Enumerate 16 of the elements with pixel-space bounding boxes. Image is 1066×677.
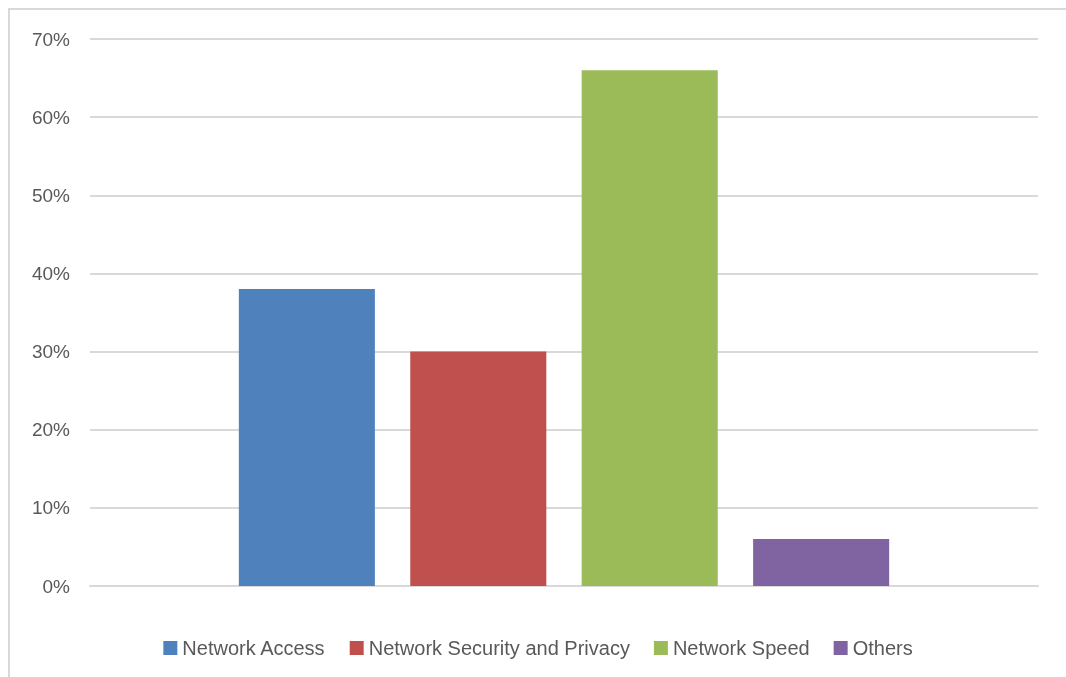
y-tick-label: 0% xyxy=(42,575,71,597)
y-tick-label: 30% xyxy=(31,341,71,363)
y-tick-label: 60% xyxy=(31,106,71,128)
legend-label: Others xyxy=(852,637,913,659)
bar xyxy=(753,539,890,586)
y-tick-label: 20% xyxy=(31,419,71,441)
bar xyxy=(410,351,547,586)
y-tick-label: 70% xyxy=(31,28,71,50)
legend-label: Network Speed xyxy=(672,637,810,659)
bar xyxy=(238,289,375,586)
legend-label: Network Access xyxy=(182,637,325,659)
legend-label: Network Security and Privacy xyxy=(368,637,630,659)
y-tick-label: 40% xyxy=(31,262,71,284)
y-tick-label: 50% xyxy=(31,184,71,206)
y-tick-label: 10% xyxy=(31,497,71,519)
bar xyxy=(581,70,718,586)
